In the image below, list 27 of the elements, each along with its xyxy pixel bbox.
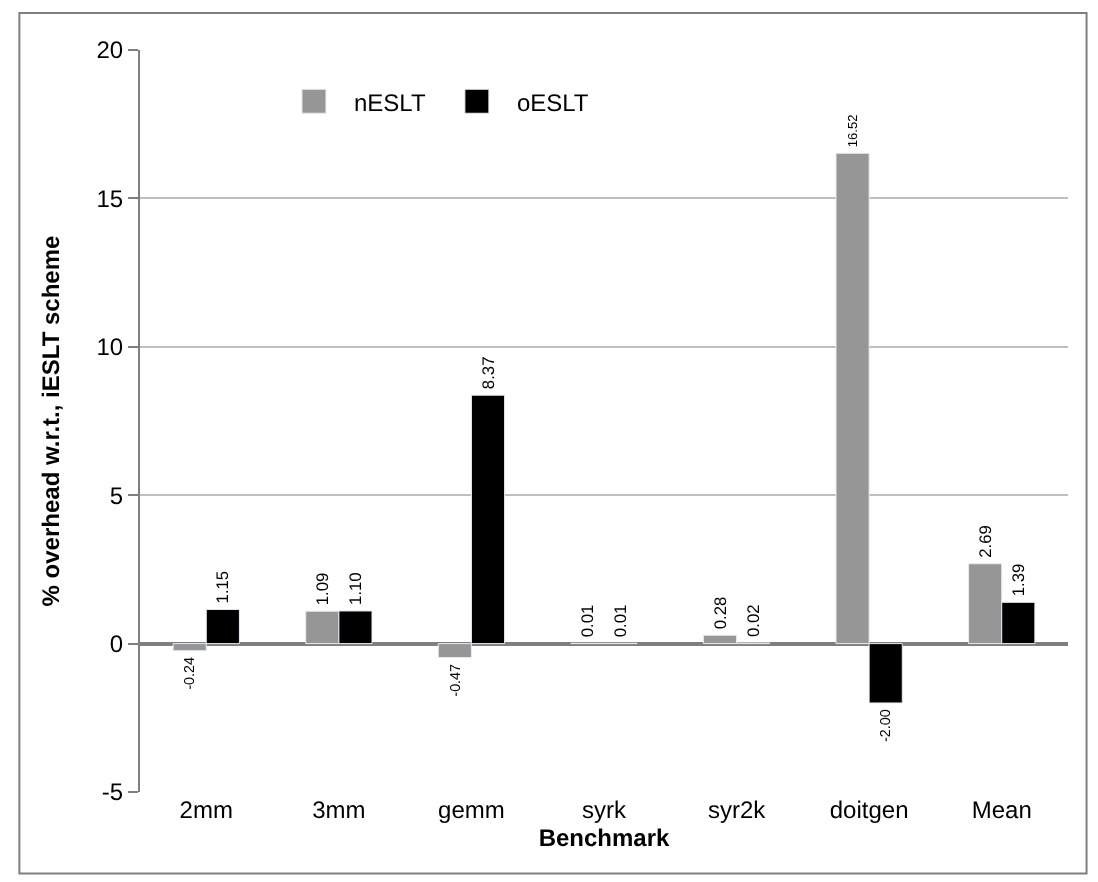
data-label: 1.10 — [345, 571, 366, 605]
legend-label: nESLT — [353, 88, 427, 117]
x-tick-label: 3mm — [312, 796, 366, 824]
data-label: 0.02 — [742, 603, 763, 637]
data-label: 1.15 — [212, 570, 233, 604]
y-tick-label: 10 — [96, 333, 124, 362]
y-tick-label: 20 — [96, 36, 124, 65]
x-tick-label: gemm — [438, 796, 505, 824]
legend-label: oESLT — [516, 88, 590, 117]
y-tick-label: 0 — [109, 630, 124, 658]
data-label: 0.28 — [709, 595, 730, 630]
x-tick-label: 2mm — [179, 796, 233, 824]
data-label: 1.39 — [1007, 563, 1028, 597]
data-label: 1.09 — [311, 571, 332, 606]
x-tick-label: Mean — [971, 796, 1032, 824]
y-tick-label: 5 — [109, 481, 124, 510]
y-tick-label: 15 — [96, 184, 124, 213]
y-axis-title: % overhead w.r.t., iESLT scheme — [37, 234, 66, 607]
data-label: 2.69 — [974, 524, 995, 558]
x-tick-label: syrk — [582, 796, 628, 824]
y-tick-label: -5 — [101, 778, 124, 807]
data-label: 0.01 — [577, 603, 598, 638]
data-label: 0.01 — [610, 603, 631, 638]
x-tick-label: syr2k — [707, 796, 768, 824]
x-axis-title: Benchmark — [538, 824, 670, 852]
data-label: 8.37 — [477, 355, 498, 390]
x-tick-label: doitgen — [829, 796, 909, 824]
